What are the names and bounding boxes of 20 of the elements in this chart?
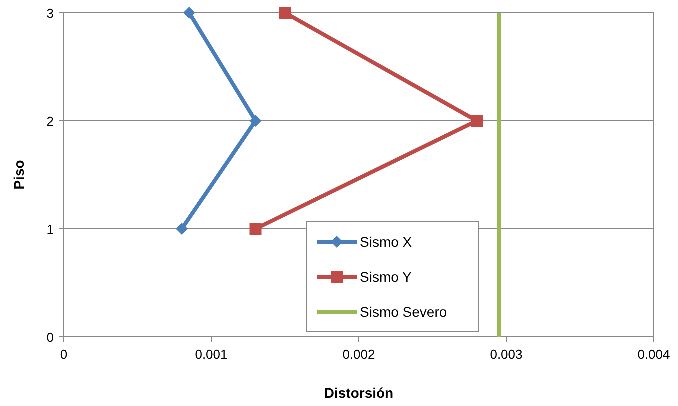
x-tick-label: 0.004: [638, 347, 670, 362]
x-tick-label: 0.002: [342, 347, 376, 362]
x-tick-label: 0.001: [195, 347, 228, 362]
point: [471, 115, 483, 127]
point: [279, 7, 292, 19]
point: [183, 7, 196, 19]
y-tick-label: 3: [46, 6, 54, 21]
x-axis-title: Distorsión: [324, 385, 394, 401]
y-tick-label: 1: [46, 222, 54, 237]
point: [250, 115, 262, 127]
legend-label: Sismo Y: [360, 269, 413, 285]
point: [250, 223, 262, 235]
legend-label: Sismo X: [360, 234, 413, 250]
x-tick-label: 0: [60, 347, 68, 362]
y-axis-title: Piso: [11, 160, 27, 190]
y-tick-label: 2: [46, 114, 54, 129]
x-tick-label: 0.003: [490, 347, 523, 362]
legend-label: Sismo Severo: [360, 304, 448, 320]
y-tick-label: 0: [46, 330, 54, 345]
point: [176, 223, 188, 235]
